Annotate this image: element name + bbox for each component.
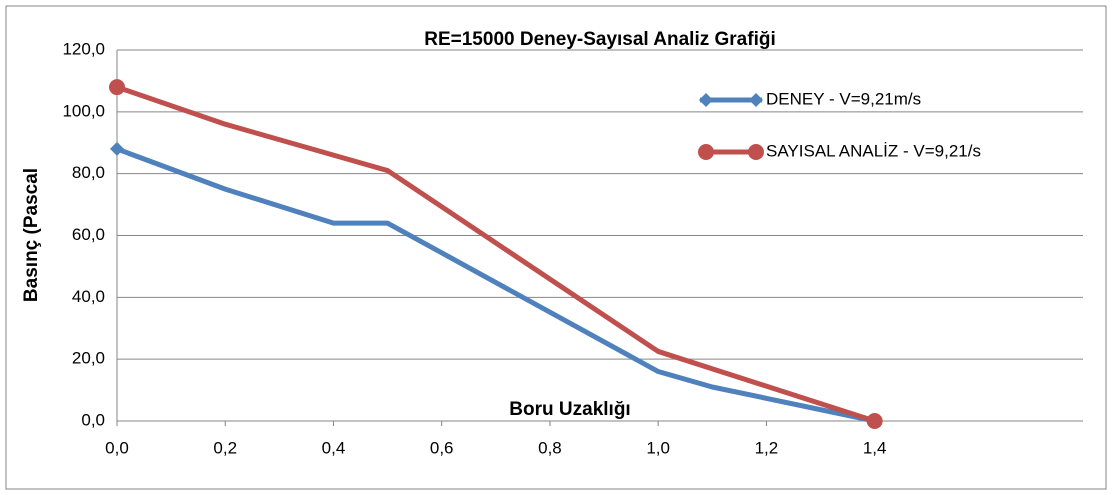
point-marker xyxy=(110,141,124,156)
point-marker xyxy=(109,79,125,96)
series-line xyxy=(116,84,876,424)
y-axis-label: Basınç (Pascal xyxy=(21,168,42,302)
legend-label: SAYISAL ANALİZ - V=9,21/s xyxy=(766,141,981,160)
legend-marker xyxy=(749,93,763,107)
legend-marker xyxy=(698,144,714,160)
x-tick-label: 0,2 xyxy=(213,438,237,457)
legend-marker xyxy=(699,93,713,107)
legend-label: DENEY - V=9,21m/s xyxy=(766,89,921,108)
y-tick-label: 120,0 xyxy=(62,39,105,58)
y-tick-label: 80,0 xyxy=(72,163,105,182)
x-axis-label: Boru Uzaklığı xyxy=(509,399,630,420)
y-tick-label: 100,0 xyxy=(62,101,105,120)
x-tick-label: 1,4 xyxy=(863,438,887,457)
x-tick-label: 0,6 xyxy=(430,438,454,457)
legend-marker xyxy=(748,144,764,160)
series-line xyxy=(116,146,876,424)
chart-title: RE=15000 Deney-Sayısal Analiz Grafiği xyxy=(424,29,776,50)
x-tick-label: 1,0 xyxy=(646,438,670,457)
y-tick-label: 60,0 xyxy=(72,225,105,244)
y-tick-label: 20,0 xyxy=(72,349,105,368)
x-tick-label: 0,8 xyxy=(538,438,562,457)
point-marker xyxy=(866,413,883,429)
x-tick-label: 0,4 xyxy=(322,438,346,457)
x-tick-label: 1,2 xyxy=(755,438,779,457)
y-tick-label: 0,0 xyxy=(81,410,105,429)
chart-frame xyxy=(5,5,1107,490)
y-tick-label: 40,0 xyxy=(72,287,105,306)
x-tick-label: 0,0 xyxy=(105,438,129,457)
